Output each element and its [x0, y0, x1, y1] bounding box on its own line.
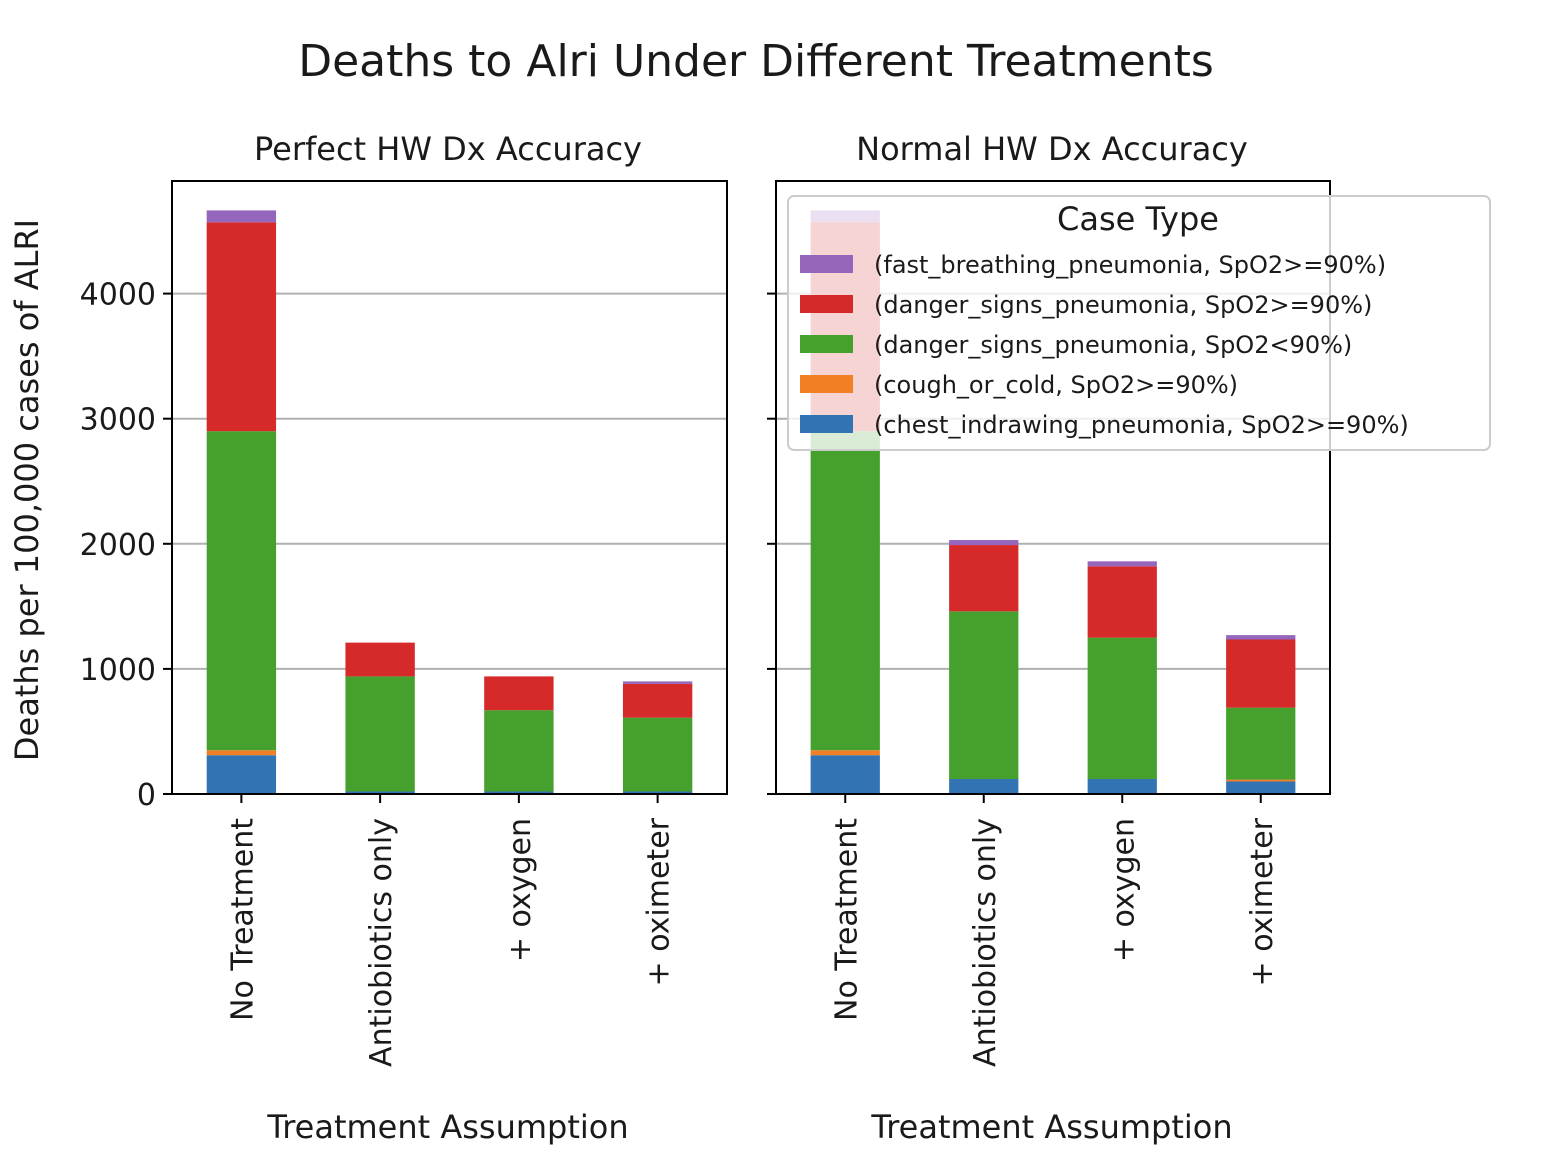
legend-swatch	[800, 295, 853, 313]
legend-entry-label: (danger_signs_pneumonia, SpO2<90%)	[874, 331, 1352, 359]
y-tick-label: 0	[137, 778, 156, 813]
bar-segment-danger-signs-pneumonia-spo2-90	[345, 642, 415, 677]
bar-segment-chest-indrawing-pneumonia-spo2-90	[484, 791, 554, 794]
panel-perfect-accuracy: Perfect HW Dx Accuracy 0 1000 2000 3000 4000…	[8, 130, 728, 1146]
bar-segment-danger-signs-pneumonia-spo2-90	[1087, 566, 1157, 638]
legend-entry-label: (danger_signs_pneumonia, SpO2>=90%)	[874, 291, 1372, 319]
legend-swatch	[800, 255, 853, 273]
x-tick-label: + oxygen	[503, 818, 538, 962]
panel-title: Normal HW Dx Accuracy	[856, 130, 1248, 168]
bar-segment-cough-or-cold-spo2-90	[1226, 779, 1296, 782]
y-axis-ticks: 0 1000 2000 3000 4000	[80, 278, 172, 813]
figure-title: Deaths to Alri Under Different Treatment…	[298, 36, 1214, 87]
legend-title: Case Type	[1057, 200, 1219, 238]
x-axis-ticks: No Treatment Antiobiotics only + oxygen + o…	[225, 794, 677, 1067]
bar-segment-chest-indrawing-pneumonia-spo2-90	[1087, 778, 1157, 794]
legend-entry-label: (chest_indrawing_pneumonia, SpO2>=90%)	[874, 411, 1409, 439]
y-tick-label: 2000	[80, 528, 156, 563]
y-tick-label: 3000	[80, 403, 156, 438]
bar-segment-danger-signs-pneumonia-spo2-90	[1226, 639, 1296, 708]
bar-segment-danger-signs-pneumonia-spo2-90	[206, 222, 277, 432]
legend-entries: (fast_breathing_pneumonia, SpO2>=90%) (da…	[800, 251, 1409, 439]
bar-segment-chest-indrawing-pneumonia-spo2-90	[622, 791, 693, 794]
bar-segment-danger-signs-pneumonia-spo2-90	[345, 676, 415, 792]
x-tick-label: + oximeter	[1245, 817, 1280, 986]
x-tick-label: Antiobiotics only	[968, 818, 1003, 1067]
bar-segment-danger-signs-pneumonia-spo2-90	[1087, 637, 1157, 779]
bar-segment-chest-indrawing-pneumonia-spo2-90	[345, 791, 415, 794]
y-tick-label: 4000	[80, 278, 156, 313]
x-tick-label: No Treatment	[829, 818, 864, 1021]
bar-segment-danger-signs-pneumonia-spo2-90	[622, 717, 693, 792]
bar-segment-danger-signs-pneumonia-spo2-90	[949, 545, 1019, 612]
panel-title: Perfect HW Dx Accuracy	[254, 130, 642, 168]
legend-entry-label: (fast_breathing_pneumonia, SpO2>=90%)	[874, 251, 1386, 279]
y-axis-ticks	[767, 292, 776, 795]
x-tick-label: No Treatment	[225, 818, 260, 1021]
bar-segment-cough-or-cold-spo2-90	[810, 750, 880, 756]
bar-segment-fast-breathing-pneumonia-spo2-90	[206, 210, 277, 223]
x-tick-label: + oximeter	[642, 817, 677, 986]
bar-segment-fast-breathing-pneumonia-spo2-90	[1087, 561, 1157, 567]
bar-segment-danger-signs-pneumonia-spo2-90	[484, 676, 554, 711]
bar-segment-danger-signs-pneumonia-spo2-90	[810, 431, 880, 751]
plot-frame	[171, 180, 728, 795]
legend: Case Type (fast_breathing_pneumonia, SpO…	[787, 195, 1491, 451]
bar-segment-danger-signs-pneumonia-spo2-90	[484, 710, 554, 792]
bars	[206, 210, 693, 794]
y-tick-label: 1000	[80, 653, 156, 688]
x-axis-ticks: No Treatment Antiobiotics only + oxygen + o…	[829, 794, 1280, 1067]
bar-segment-danger-signs-pneumonia-spo2-90	[1226, 707, 1296, 780]
bar-segment-fast-breathing-pneumonia-spo2-90	[949, 540, 1019, 546]
x-axis-label: Treatment Assumption	[870, 1108, 1232, 1146]
bar-segment-chest-indrawing-pneumonia-spo2-90	[1226, 781, 1296, 794]
bar-segment-cough-or-cold-spo2-90	[206, 750, 277, 756]
x-tick-label: Antiobiotics only	[364, 818, 399, 1067]
x-tick-label: + oxygen	[1106, 818, 1141, 962]
x-axis-label: Treatment Assumption	[266, 1108, 628, 1146]
bar-segment-chest-indrawing-pneumonia-spo2-90	[206, 755, 277, 794]
bar-segment-danger-signs-pneumonia-spo2-90	[206, 431, 277, 751]
legend-entry-label: (cough_or_cold, SpO2>=90%)	[874, 371, 1238, 399]
bar-segment-fast-breathing-pneumonia-spo2-90	[622, 681, 693, 684]
legend-swatch	[800, 335, 853, 353]
bar-segment-danger-signs-pneumonia-spo2-90	[622, 683, 693, 718]
legend-swatch	[800, 415, 853, 433]
bar-segment-chest-indrawing-pneumonia-spo2-90	[949, 778, 1019, 794]
legend-box	[787, 195, 1491, 451]
plot-frame	[775, 180, 1331, 795]
legend-swatch	[800, 375, 853, 393]
bar-segment-chest-indrawing-pneumonia-spo2-90	[810, 755, 880, 794]
bar-segment-danger-signs-pneumonia-spo2-90	[949, 611, 1019, 779]
y-axis-label: Deaths per 100,000 cases of ALRI	[8, 219, 46, 761]
bar-segment-fast-breathing-pneumonia-spo2-90	[1226, 635, 1296, 640]
